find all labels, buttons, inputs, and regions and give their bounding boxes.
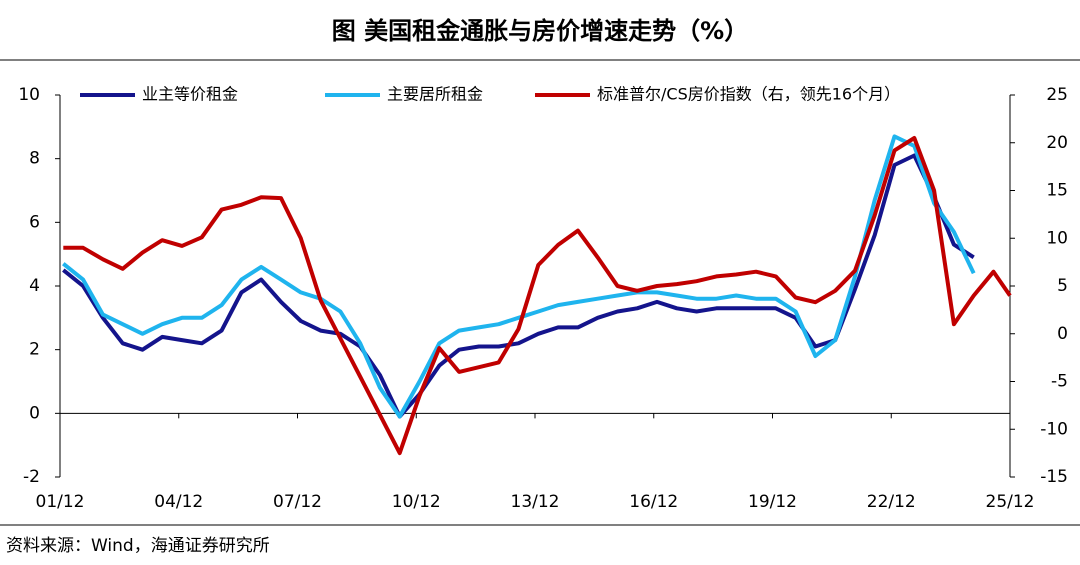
chart-title: 图 美国租金通胀与房价增速走势（%） — [332, 17, 748, 45]
x-tick-label: 07/12 — [273, 492, 322, 512]
y2-tick-label: 15 — [1046, 181, 1068, 201]
x-tick-label: 13/12 — [511, 492, 560, 512]
y2-tick-label: 5 — [1057, 276, 1068, 296]
y-tick-label: 4 — [29, 276, 40, 296]
x-tick-label: 22/12 — [867, 492, 916, 512]
x-tick-label: 10/12 — [392, 492, 441, 512]
y-tick-label: 0 — [29, 403, 40, 423]
series-line — [62, 153, 975, 419]
y2-tick-label: -5 — [1051, 372, 1068, 392]
y2-tick-label: 10 — [1046, 228, 1068, 248]
x-tick-label: 04/12 — [154, 492, 203, 512]
y-tick-label: -2 — [23, 467, 40, 487]
series-line — [63, 136, 1012, 456]
y-tick-label: 8 — [29, 149, 40, 169]
y2-tick-label: -10 — [1040, 419, 1068, 439]
x-tick-label: 01/12 — [36, 492, 85, 512]
y2-tick-label: -15 — [1040, 467, 1068, 487]
legend-label: 标准普尔/CS房价指数（右，领先16个月） — [597, 85, 900, 104]
y2-tick-label: 20 — [1046, 133, 1068, 153]
y2-tick-label: 25 — [1046, 85, 1068, 105]
series-line — [62, 134, 976, 419]
y-tick-label: 2 — [29, 340, 40, 360]
y-tick-label: 10 — [18, 85, 40, 105]
x-tick-label: 19/12 — [748, 492, 797, 512]
y2-tick-label: 0 — [1057, 324, 1068, 344]
source-note: 资料来源：Wind，海通证券研究所 — [6, 536, 270, 556]
x-tick-label: 16/12 — [629, 492, 678, 512]
x-tick-label: 25/12 — [986, 492, 1035, 512]
legend-label: 主要居所租金 — [387, 85, 483, 104]
y-tick-label: 6 — [29, 212, 40, 232]
legend-label: 业主等价租金 — [142, 85, 238, 104]
